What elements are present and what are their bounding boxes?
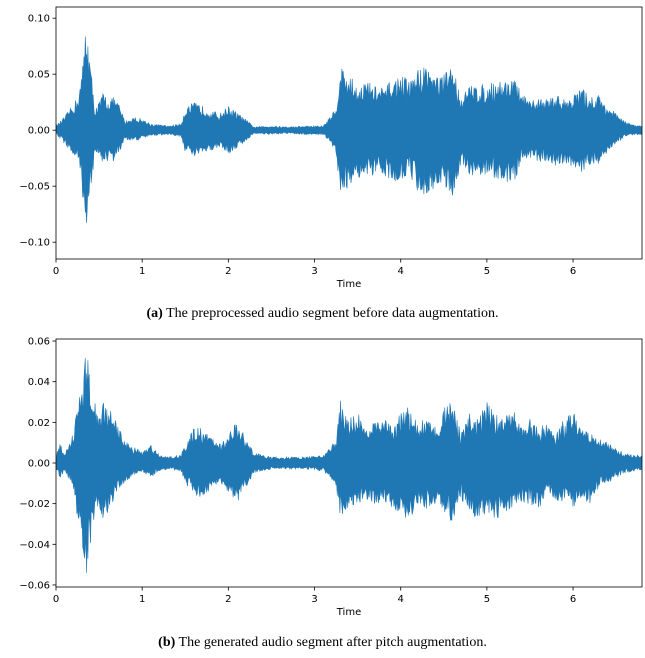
y-tick-label: −0.02 [19,499,50,510]
y-tick-label: −0.06 [19,580,50,591]
x-tick-label: 6 [570,266,576,277]
x-axis-title: Time [336,607,361,618]
x-tick-label: 6 [570,594,576,605]
caption-a-text: The preprocessed audio segment before da… [166,306,498,321]
y-tick-label: 0.04 [28,377,50,388]
x-tick-label: 5 [484,266,490,277]
figure-a: 0.10 0.05 0.00 −0.05 −0.10 0 1 2 3 4 5 6 Time (a) Th… [0,0,645,330]
x-tick-label: 1 [139,594,145,605]
x-axis-title: Time [336,279,361,290]
x-tick-label: 2 [225,594,231,605]
x-tick-label: 2 [225,266,231,277]
x-tick-label: 3 [311,594,317,605]
y-tick-label: 0.10 [28,14,50,25]
figure-b: 0.06 0.04 0.02 0.00 −0.02 −0.04 −0.06 0 1 2 3 4 5 6 Ti… [0,330,645,658]
y-tick-label: −0.04 [19,540,50,551]
x-tick-label: 4 [398,266,404,277]
caption-a: (a) The preprocessed audio segment befor… [0,306,645,322]
x-tick-label: 1 [139,266,145,277]
x-tick-label: 0 [53,266,59,277]
waveform-chart-a: 0.10 0.05 0.00 −0.05 −0.10 0 1 2 3 4 5 6 Time [0,0,645,306]
y-tick-label: −0.05 [19,182,50,193]
y-tick-label: 0.05 [28,70,50,81]
caption-b-label: (b) [158,635,175,650]
caption-b: (b) The generated audio segment after pi… [0,635,645,651]
caption-a-label: (a) [147,306,163,321]
y-tick-label: 0.00 [28,126,50,137]
waveform-series [56,36,642,222]
y-tick-label: 0.02 [28,418,50,429]
caption-b-text: The generated audio segment after pitch … [179,635,487,650]
x-tick-label: 3 [311,266,317,277]
x-tick-label: 4 [398,594,404,605]
x-tick-label: 5 [484,594,490,605]
waveform-series [56,358,642,573]
y-tick-label: −0.10 [19,238,50,249]
x-tick-label: 0 [53,594,59,605]
y-tick-label: 0.06 [28,337,50,348]
y-tick-label: 0.00 [28,459,50,470]
waveform-chart-b: 0.06 0.04 0.02 0.00 −0.02 −0.04 −0.060 1 2 3 4 5 6 Ti… [0,330,645,634]
